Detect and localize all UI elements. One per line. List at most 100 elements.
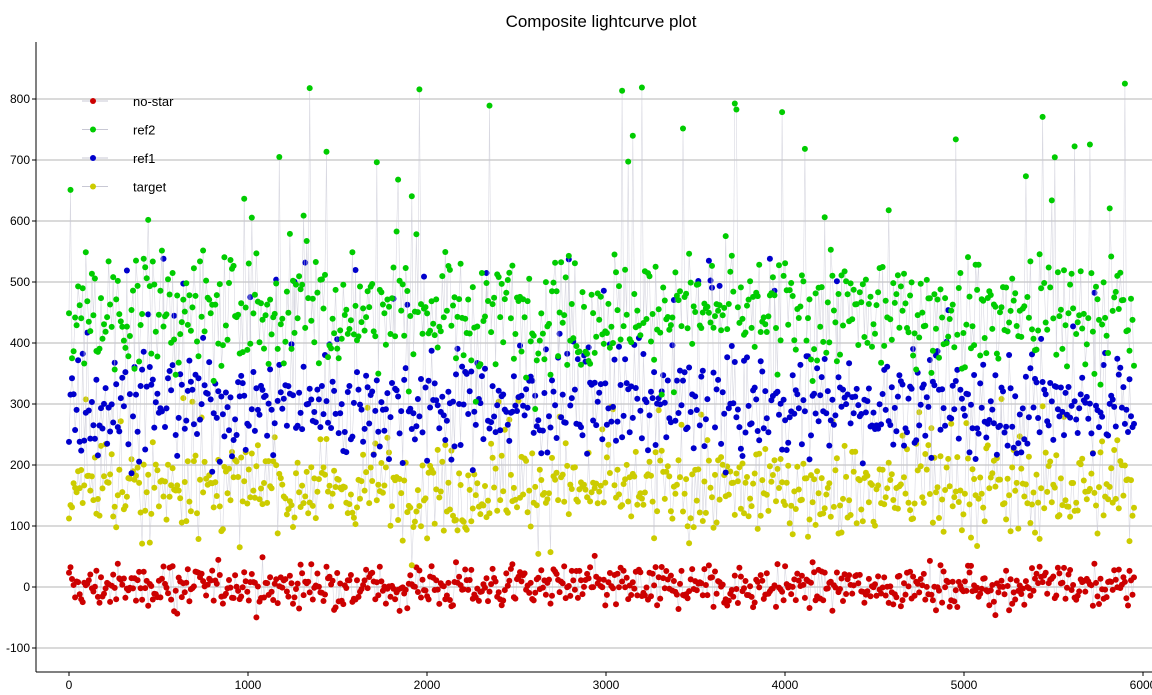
data-point-ref1 [1068, 402, 1075, 409]
data-point-ref2 [169, 270, 176, 276]
data-point-ref2 [830, 307, 837, 314]
data-point-ref1 [169, 362, 176, 369]
data-point-ref2 [677, 288, 683, 295]
data-point-ref2 [890, 280, 897, 287]
data-point-no-star [1035, 580, 1042, 587]
data-point-ref2 [559, 319, 566, 326]
data-point-target [311, 475, 318, 482]
data-point-ref1 [1096, 424, 1102, 431]
data-point-ref2 [657, 329, 664, 336]
data-point-no-star [1076, 588, 1083, 595]
data-point-target [184, 458, 191, 465]
data-point-target [379, 489, 386, 496]
data-point-ref2 [789, 293, 796, 299]
data-point-no-star [917, 576, 924, 582]
data-point-no-star [279, 584, 286, 591]
data-point-target [446, 506, 453, 513]
data-point-ref1 [239, 380, 246, 387]
data-point-ref1 [76, 438, 83, 445]
data-point-ref1 [955, 435, 962, 442]
data-point-no-star [763, 570, 770, 577]
data-point-ref1 [978, 404, 985, 411]
data-point-ref1 [318, 383, 325, 389]
data-point-ref2 [937, 286, 944, 293]
data-point-ref1 [646, 412, 653, 419]
data-point-target [1024, 500, 1031, 507]
data-point-no-star [1025, 585, 1032, 592]
data-point-ref1 [983, 434, 990, 441]
data-point-ref1 [73, 406, 80, 413]
data-point-target [213, 493, 220, 499]
data-point-ref1 [254, 406, 261, 413]
data-point-target [651, 535, 658, 542]
data-point-ref2 [1082, 361, 1089, 368]
data-point-ref2 [678, 323, 685, 330]
data-point-ref1 [140, 348, 147, 355]
data-point-target [250, 487, 257, 494]
data-point-ref2 [888, 336, 895, 343]
data-point-ref2 [955, 285, 962, 291]
data-point-ref2 [1102, 314, 1109, 321]
data-point-ref1 [712, 424, 718, 431]
data-point-target [101, 473, 107, 480]
data-point-ref1 [363, 372, 370, 379]
data-point-no-star [1109, 586, 1116, 593]
data-point-target [681, 490, 688, 497]
data-point-ref1 [553, 435, 560, 441]
data-point-ref2 [875, 289, 882, 296]
data-point-target [1121, 462, 1128, 469]
data-point-no-star [675, 606, 682, 612]
data-point-target [803, 475, 810, 482]
data-point-no-star [670, 578, 677, 584]
data-point-no-star [305, 578, 312, 585]
series-line-target [68, 398, 1135, 566]
data-point-ref2 [152, 328, 159, 335]
data-point-target [382, 464, 389, 471]
data-point-ref2 [503, 289, 510, 296]
data-point-ref2 [989, 325, 996, 332]
data-point-ref1 [853, 385, 860, 392]
data-point-ref2 [154, 353, 161, 360]
data-point-ref1 [844, 391, 851, 398]
data-point-no-star [748, 593, 755, 600]
data-point-ref1 [265, 400, 272, 407]
data-point-ref1 [1029, 351, 1035, 358]
data-point-target [763, 491, 770, 498]
data-point-ref2 [384, 296, 391, 303]
data-point-no-star [145, 602, 152, 609]
data-point-ref2 [300, 212, 307, 219]
data-point-ref1 [664, 377, 671, 384]
data-point-no-star [446, 597, 453, 603]
chart-title: Composite lightcurve plot [505, 12, 697, 31]
data-point-ref2 [907, 292, 914, 299]
data-point-ref2 [155, 311, 162, 318]
data-point-ref1 [958, 395, 965, 402]
data-point-ref2 [533, 357, 540, 364]
data-point-target [155, 503, 162, 510]
data-point-ref2 [1064, 363, 1070, 370]
data-point-ref1 [142, 446, 149, 453]
data-point-target [984, 442, 991, 449]
data-point-ref1 [966, 449, 973, 456]
data-point-ref2 [620, 323, 627, 330]
data-point-no-star [952, 587, 959, 594]
data-point-ref2 [341, 312, 348, 318]
data-point-no-star [585, 575, 592, 582]
data-point-ref2 [721, 304, 728, 311]
data-point-ref1 [251, 427, 258, 434]
data-point-target [259, 501, 266, 508]
data-point-ref2 [273, 280, 280, 287]
data-point-ref1 [559, 391, 566, 398]
data-point-ref1 [338, 401, 345, 408]
data-point-target [546, 490, 552, 497]
data-point-ref2 [454, 313, 461, 320]
data-point-target [219, 526, 226, 533]
data-point-ref1 [990, 420, 997, 427]
data-point-ref2 [210, 377, 217, 384]
data-point-ref1 [91, 435, 98, 442]
data-point-ref1 [713, 386, 720, 393]
data-point-no-star [485, 598, 491, 605]
data-point-target [687, 515, 694, 522]
data-point-ref2 [248, 214, 255, 221]
data-point-ref1 [123, 267, 130, 274]
